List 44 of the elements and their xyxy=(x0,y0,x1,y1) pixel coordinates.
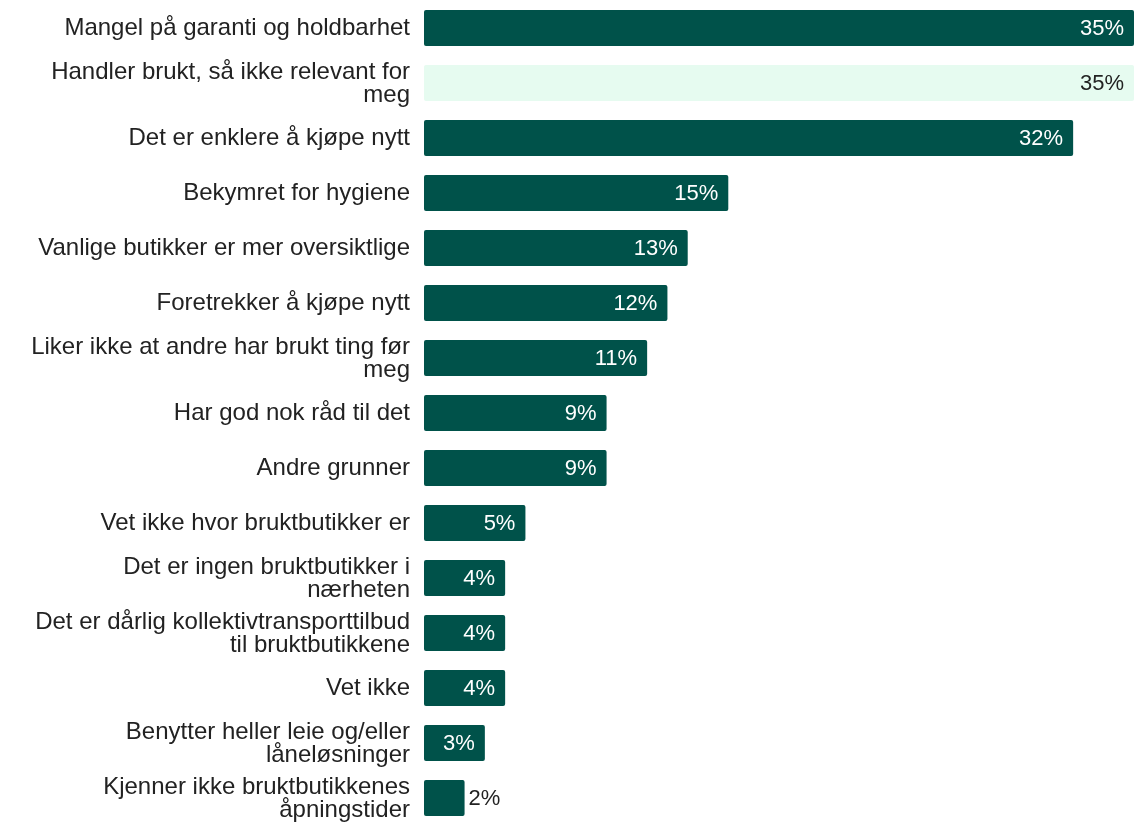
data-label: 12% xyxy=(613,290,658,315)
bar xyxy=(424,10,1134,46)
y-tick-label: Vanlige butikker er mer oversiktlige xyxy=(38,233,410,260)
bar xyxy=(424,285,668,321)
data-label: 11% xyxy=(594,345,638,370)
y-tick-label: Mangel på garanti og holdbarhet xyxy=(64,13,411,40)
y-tick-label: Har god nok råd til det xyxy=(173,398,411,425)
data-label: 35% xyxy=(1079,70,1124,95)
bar xyxy=(424,670,506,706)
y-tick-label: Det er dårlig kollektivtransporttilbud til bruktbutikkene xyxy=(35,606,410,657)
y-tick-label: Andre grunner xyxy=(256,453,410,480)
y-tick-label: Vet ikke xyxy=(325,673,410,700)
bar xyxy=(424,505,526,541)
bar xyxy=(424,395,607,431)
data-label: 2% xyxy=(468,785,501,810)
data-label: 4% xyxy=(463,620,496,645)
y-tick-label: Vet ikke hvor bruktbutikker er xyxy=(100,508,411,535)
y-tick-label: Handler brukt, så ikke relevant for meg xyxy=(51,56,411,107)
bar xyxy=(424,340,648,376)
bar xyxy=(424,230,688,266)
y-tick-label: Foretrekker å kjøpe nytt xyxy=(156,288,411,315)
bar xyxy=(424,780,465,816)
data-label: 4% xyxy=(463,565,496,590)
data-label: 3% xyxy=(443,730,475,755)
y-tick-label: Benytter heller leie og/eller låneløsninger xyxy=(125,716,411,767)
y-tick-label: Liker ikke at andre har brukt ting før meg xyxy=(31,331,410,382)
data-label: 5% xyxy=(483,510,516,535)
bar xyxy=(424,450,607,486)
y-tick-label: Det er ingen bruktbutikker i nærheten xyxy=(123,551,410,602)
bar xyxy=(424,65,1134,101)
data-label: 4% xyxy=(463,675,496,700)
y-tick-label: Kjenner ikke bruktbutikkenes åpningstider xyxy=(103,771,410,822)
bar xyxy=(424,615,506,651)
y-tick-label: Det er enklere å kjøpe nytt xyxy=(128,123,411,150)
bar xyxy=(424,560,506,596)
data-label: 15% xyxy=(674,180,719,205)
y-tick-label: Bekymret for hygiene xyxy=(183,178,410,205)
data-label: 9% xyxy=(564,400,597,425)
data-label: 32% xyxy=(1019,125,1064,150)
bar xyxy=(424,175,729,211)
data-label: 35% xyxy=(1079,15,1124,40)
bar xyxy=(424,120,1074,156)
data-label: 9% xyxy=(564,455,597,480)
data-label: 13% xyxy=(633,235,678,260)
